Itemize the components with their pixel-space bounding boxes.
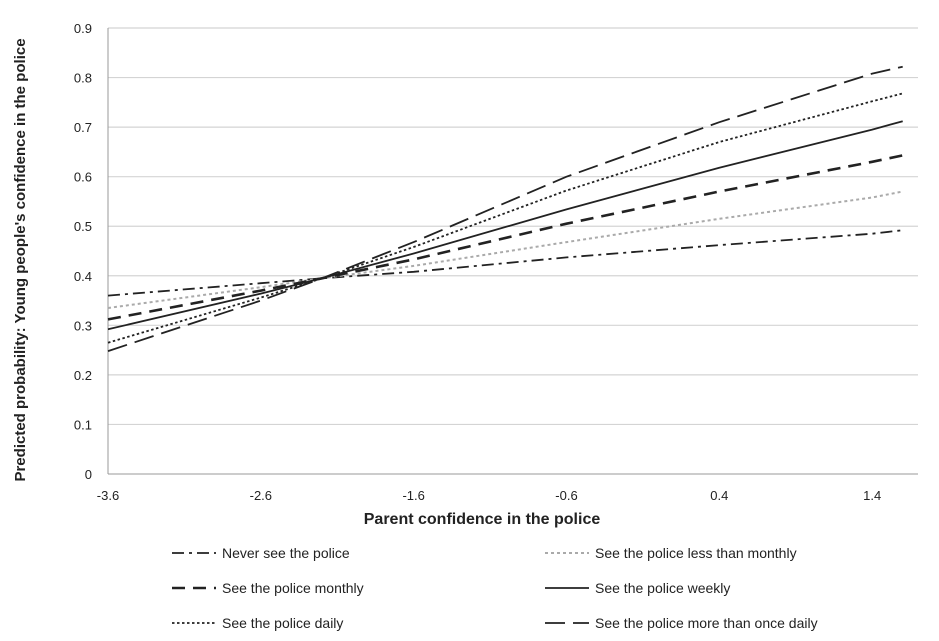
y-tick-label: 0 xyxy=(85,467,92,482)
series-line-5 xyxy=(107,92,903,344)
y-tick-label: 0.6 xyxy=(74,170,92,185)
y-tick-label: 0.5 xyxy=(74,219,92,234)
legend-label: See the police more than once daily xyxy=(595,615,818,631)
y-tick-label: 0.7 xyxy=(74,120,92,135)
legend-item: Never see the police xyxy=(172,545,350,561)
series-line-4 xyxy=(107,120,903,331)
axes xyxy=(107,28,918,475)
x-tick-label: -1.6 xyxy=(402,488,424,503)
legend-label: Never see the police xyxy=(222,545,350,561)
y-tick-label: 0.3 xyxy=(74,318,92,333)
x-tick-label: -3.6 xyxy=(97,488,119,503)
legend-label: See the police less than monthly xyxy=(595,545,797,561)
legend-item: See the police less than monthly xyxy=(545,545,797,561)
x-tick-label: -0.6 xyxy=(555,488,577,503)
y-tick-label: 0.1 xyxy=(74,417,92,432)
x-tick-label: 0.4 xyxy=(710,488,728,503)
legend-label: See the police monthly xyxy=(222,580,364,596)
x-tick-labels: -3.6 -2.6 -1.6 -0.6 0.4 1.4 xyxy=(97,488,881,503)
series-lines xyxy=(107,65,903,352)
y-tick-label: 0.2 xyxy=(74,368,92,383)
gridlines xyxy=(108,27,918,426)
legend-item: See the police more than once daily xyxy=(545,615,818,631)
y-tick-label: 0.4 xyxy=(74,269,92,284)
series-line-3 xyxy=(107,154,903,321)
legend-label: See the police daily xyxy=(222,615,343,631)
y-axis-label: Predicted probability: Young people's co… xyxy=(12,38,29,481)
y-tick-label: 0.8 xyxy=(74,71,92,86)
series-line-6 xyxy=(107,65,903,352)
y-tick-label: 0.9 xyxy=(74,21,92,36)
series-line-2 xyxy=(107,190,903,309)
legend-item: See the police weekly xyxy=(545,580,730,596)
legend-label: See the police weekly xyxy=(595,580,730,596)
legend-item: See the police monthly xyxy=(172,580,364,596)
legend-item: See the police daily xyxy=(172,615,343,631)
x-tick-label: 1.4 xyxy=(863,488,881,503)
series-line-1 xyxy=(107,229,903,297)
y-tick-labels: 0 0.1 0.2 0.3 0.4 0.5 0.6 0.7 0.8 0.9 xyxy=(74,21,92,482)
x-tick-label: -2.6 xyxy=(250,488,272,503)
legend: Never see the police See the police less … xyxy=(172,545,818,631)
x-axis-label: Parent confidence in the police xyxy=(364,511,601,528)
